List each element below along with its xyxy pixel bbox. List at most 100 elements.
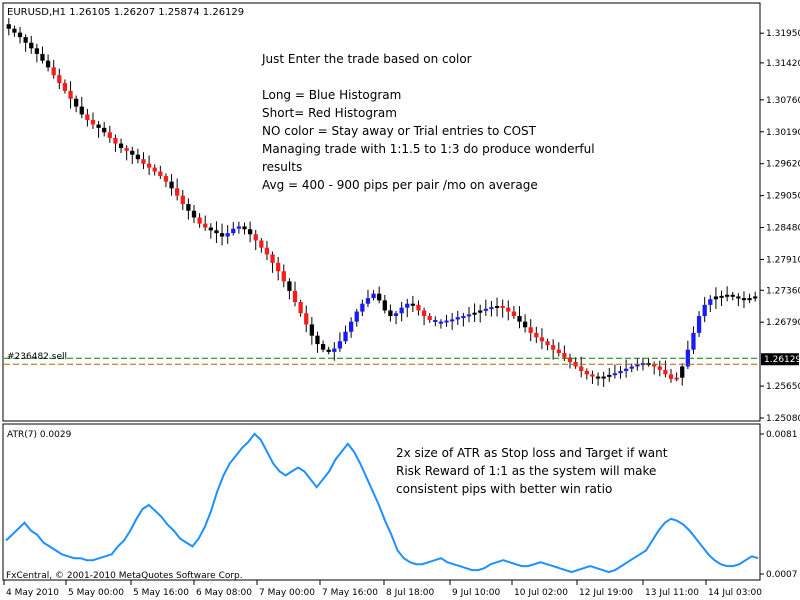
candle-body [51,67,56,76]
candle-body [29,42,34,49]
candle-body [382,300,387,311]
candle-body [590,374,595,377]
candle [478,304,483,323]
candle [315,331,320,353]
candle [17,26,23,44]
candle [567,353,573,369]
candle-body [242,226,247,230]
candle [270,251,275,273]
candle [68,81,73,109]
candle-body [68,90,73,99]
candle [264,240,270,261]
candle [489,300,494,317]
candle [343,325,348,344]
candle-body [270,254,275,263]
price-tick-label: 1.31420 [766,59,800,69]
candle-body [96,124,101,128]
candle [113,134,118,152]
time-tick-label: 14 Jul 03:00 [708,588,762,598]
candle [175,178,180,201]
candle [623,359,629,378]
candle [51,59,56,79]
candle-body [354,311,359,322]
candle-body [427,316,432,320]
candle [365,289,371,308]
candle [466,306,472,323]
candle [405,298,410,318]
candle-body [674,377,679,380]
candle [40,46,45,64]
candle-body [494,305,500,308]
candle [674,372,679,382]
candle-body [118,143,124,149]
candle-body [416,304,421,311]
candle-body [629,366,634,369]
annotation-line: Just Enter the trade based on color [261,52,472,66]
time-tick-label: 13 Jul 11:00 [645,588,699,598]
price-tick-label: 1.28480 [766,224,800,234]
candle-body [287,281,292,291]
candle-body [231,228,236,234]
candle-body [180,195,185,205]
candle [640,357,646,371]
time-tick-label: 4 May 2010 [6,588,59,598]
candle-body [6,24,11,29]
candle-body [377,293,382,301]
price-tick-label: 1.31950 [766,29,800,39]
annotation-line: Long = Blue Histogram [262,88,401,102]
candle-body [405,303,410,308]
candle [152,164,157,176]
candle [146,155,152,175]
candle [388,304,393,322]
atr-panel[interactable]: ATR(7) 0.0029 2x size of ATR as Stop los… [2,423,761,581]
candle-body [163,176,169,182]
candle-body [708,299,713,305]
candle-body [264,247,270,255]
candle-body [551,345,556,350]
annotation-line: Avg = 400 - 900 pips per pair /mo on ave… [262,178,538,192]
candle-body [23,37,28,43]
candle-body [545,341,550,346]
candle [107,125,112,143]
candle-body [135,154,141,160]
candle [691,326,696,355]
candle [713,287,719,309]
candle-body [85,114,90,121]
candle-body [130,150,135,155]
candle [584,368,589,380]
atr-axis: 0.0081 0.0007 [760,430,798,580]
candle-body [607,374,612,377]
candle-body [214,230,219,234]
candle [753,291,758,302]
atr-panel-frame [2,423,761,581]
atr-annotation-line: 2x size of ATR as Stop loss and Target i… [396,446,668,460]
candle-body [326,349,331,352]
candle-body [444,320,449,323]
candle-body [668,374,674,379]
candle-body [40,53,45,61]
candle [500,299,505,318]
candle [332,342,337,361]
atr-annotation: 2x size of ATR as Stop loss and Target i… [396,446,668,496]
candle-body [146,163,152,168]
candle [747,293,752,304]
price-panel[interactable]: EURUSD,H1 1.26105 1.26207 1.25874 1.2612… [2,2,761,422]
candle-body [203,223,208,228]
candle [85,108,90,127]
candle [118,138,124,154]
candle [371,290,376,301]
candle [450,312,455,330]
candle [12,25,17,37]
candle-body [719,295,724,298]
candle-body [579,366,584,371]
time-tick-label: 5 May 00:00 [68,588,124,598]
candle-body [45,60,51,68]
time-tick-label: 5 May 16:00 [133,588,189,598]
atr-title: ATR(7) 0.0029 [7,430,72,440]
candle-body [539,337,545,342]
candle-body [736,296,741,299]
candle-body [102,127,107,133]
candle-body [450,319,455,322]
candle-body [483,308,488,311]
candle-body [141,159,146,164]
